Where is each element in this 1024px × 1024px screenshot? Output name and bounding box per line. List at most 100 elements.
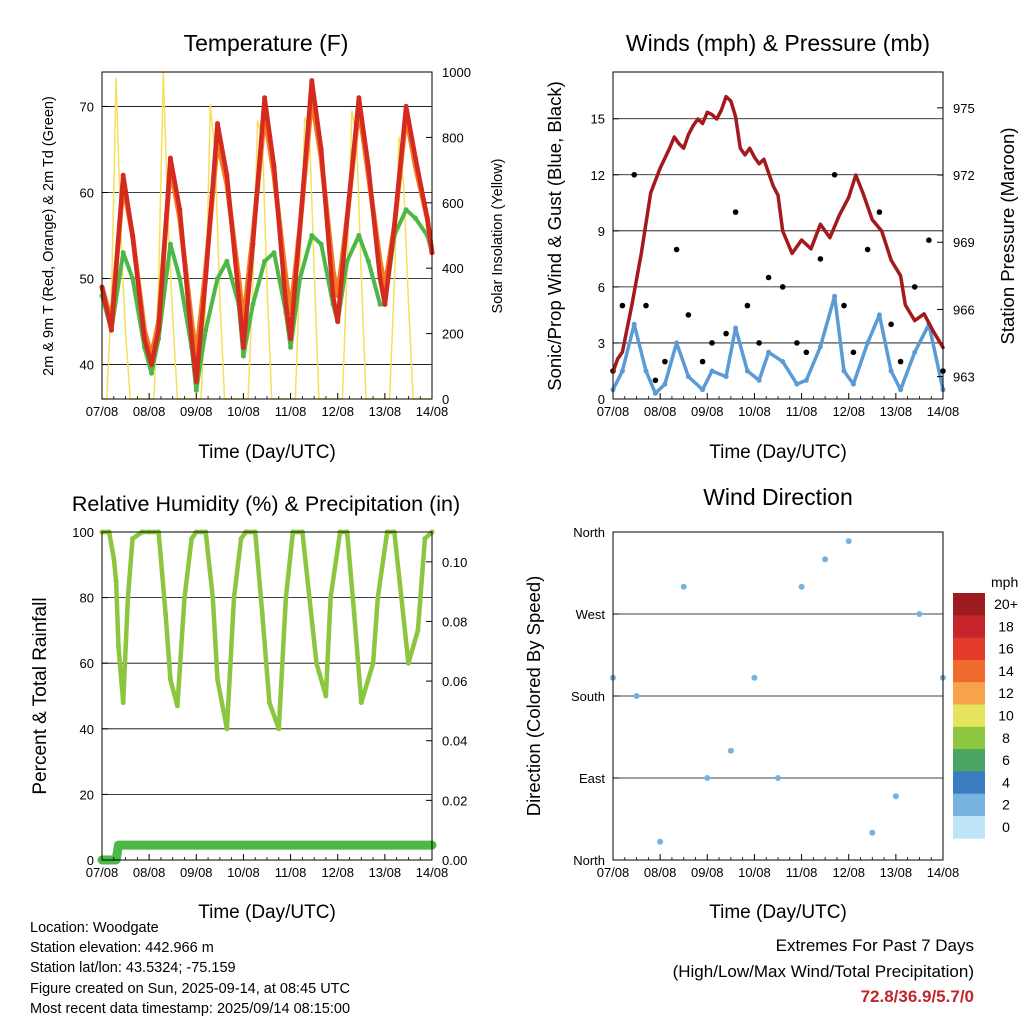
temperature-xtick-label: 12/08 <box>321 404 354 419</box>
wind-ytick-label: 15 <box>591 112 605 127</box>
temp-2m-point <box>240 344 246 350</box>
gust-point <box>794 340 800 346</box>
humidity-point <box>259 611 265 617</box>
temp-2m-point <box>283 301 289 307</box>
humidity-point <box>113 578 119 584</box>
wind-y2tick-label: 963 <box>953 370 975 385</box>
dewpoint-point <box>240 353 246 359</box>
direction-point <box>633 693 640 699</box>
station-info: Location: Woodgate Station elevation: 44… <box>30 918 350 1019</box>
temp-2m-point <box>271 164 277 170</box>
wind-speed-point <box>744 368 750 374</box>
gust-point <box>888 321 894 328</box>
gust-point <box>926 237 932 243</box>
wind-ylabel-left: Sonic/Prop Wind & Gust (Blue, Black) <box>544 81 565 390</box>
gust-point <box>673 246 680 253</box>
temp-2m-point <box>382 301 388 307</box>
direction-ytick-label: West <box>576 607 606 622</box>
humidity-ytick-label: 100 <box>72 525 94 540</box>
temp-2m-point <box>177 207 183 213</box>
temp-2m-point <box>141 336 147 342</box>
humidity-point <box>370 660 376 666</box>
humidity-xtick-label: 14/08 <box>416 865 449 880</box>
temperature-panel: Temperature (F) 40 50 60 70 0 200 400 600 800 100… <box>41 30 506 463</box>
temp-2m-point <box>262 95 268 101</box>
gust-point <box>631 172 637 178</box>
dewpoint-point <box>215 276 220 281</box>
humidity-point <box>120 700 126 706</box>
gust-point <box>652 377 659 384</box>
wind-y2tick-label: 972 <box>953 168 975 183</box>
humidity-y2tick-label: 0.08 <box>442 614 467 629</box>
legend-label: 16 <box>998 641 1014 657</box>
direction-point <box>727 747 734 754</box>
wind-plot-frame <box>612 71 944 400</box>
humidity-point <box>116 644 121 650</box>
wind-y2tick-label: 975 <box>953 101 975 116</box>
direction-ytick-label: North <box>573 853 605 868</box>
humidity-point <box>224 726 230 732</box>
wind-speed-point <box>674 340 680 346</box>
wind-xtick-label: 07/08 <box>597 404 630 419</box>
humidity-panel: Relative Humidity (%) & Precipitation (i… <box>30 492 467 923</box>
humidity-ytick-label: 0 <box>87 853 94 868</box>
legend-label: 4 <box>1002 774 1010 790</box>
wind-speed-point <box>643 368 649 374</box>
gust-point <box>897 358 904 365</box>
direction-point <box>775 775 781 781</box>
humidity-point <box>182 595 187 601</box>
legend-label: 6 <box>1002 752 1010 768</box>
humidity-point <box>210 595 216 601</box>
gust-point <box>841 302 847 309</box>
extremes-subheading: (High/Low/Max Wind/Total Precipitation) <box>672 961 974 981</box>
temp-2m-point <box>149 362 154 368</box>
wind-y2tick-label: 969 <box>953 235 975 250</box>
wind-speed-point <box>876 312 882 318</box>
station-elevation: Station elevation: 442.966 m <box>30 940 214 957</box>
humidity-ytick-label: 60 <box>80 656 94 671</box>
wind-ytick-label: 3 <box>598 336 605 351</box>
direction-ylabel-left: Direction (Colored By Speed) <box>523 576 544 817</box>
temp-2m-line <box>99 78 435 385</box>
humidity-point <box>130 536 136 542</box>
wind-speed-point <box>700 387 706 393</box>
gust-point <box>765 274 772 281</box>
humidity-point <box>358 700 364 706</box>
temp-2m-point <box>215 121 220 127</box>
temp-2m-point <box>297 224 303 230</box>
humidity-point <box>351 611 357 617</box>
recent-timestamp: Most recent data timestamp: 2025/09/14 0… <box>30 1000 351 1017</box>
dewpoint-point <box>262 258 268 264</box>
temp-2m-point <box>224 172 230 178</box>
humidity-point <box>231 595 237 601</box>
legend-label: 2 <box>1002 797 1010 813</box>
legend-swatch <box>953 793 985 817</box>
temp-2m-point <box>356 95 362 101</box>
gust-point <box>744 302 751 309</box>
wind-xtick-label: 12/08 <box>832 404 865 419</box>
wind-xtick-label: 13/08 <box>880 404 913 419</box>
humidity-point <box>163 611 169 617</box>
temp-2m-point <box>377 276 383 281</box>
humidity-point <box>283 595 289 601</box>
direction-point <box>798 583 805 590</box>
temperature-y2tick-label: 600 <box>442 196 464 211</box>
humidity-point <box>167 677 173 683</box>
temp-2m-point <box>108 327 114 333</box>
wind-speed-point <box>888 368 894 374</box>
temperature-xtick-label: 14/08 <box>416 404 449 419</box>
temp-2m-point <box>193 379 199 385</box>
temperature-ytick-label: 60 <box>80 185 94 200</box>
wind-speed-point <box>817 344 823 350</box>
humidity-y2tick-label: 0.06 <box>442 674 467 689</box>
legend-swatch <box>953 682 985 705</box>
temperature-y2tick-label: 400 <box>442 261 464 276</box>
extremes-heading: Extremes For Past 7 Days <box>775 936 974 955</box>
wind-speed-point <box>832 293 838 299</box>
direction-point <box>869 829 876 836</box>
figure-created: Figure created on Sun, 2025-09-14, at 08… <box>30 980 350 997</box>
wind-speed-point <box>865 340 871 346</box>
gust-point <box>864 246 871 253</box>
humidity-y2tick-label: 0.02 <box>442 793 467 808</box>
